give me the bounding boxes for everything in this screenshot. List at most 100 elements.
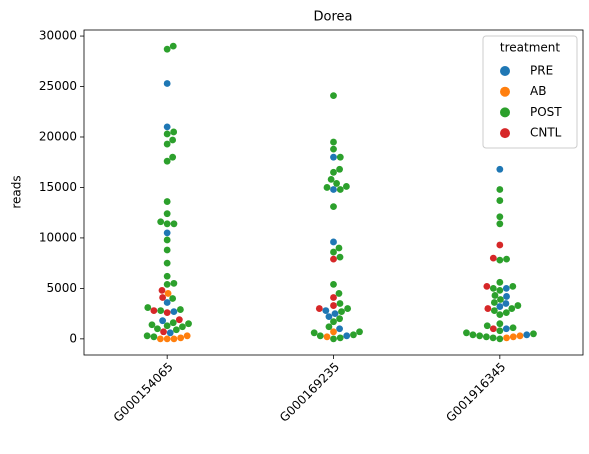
swarm-point	[163, 140, 171, 148]
swarm-point	[169, 136, 177, 144]
y-tick-label: 20000	[39, 129, 77, 143]
swarm-point	[169, 319, 177, 327]
legend-marker	[500, 128, 510, 139]
legend-label: AB	[530, 84, 546, 98]
swarm-point	[157, 218, 165, 226]
swarm-point	[330, 318, 337, 326]
swarm-point	[163, 229, 171, 237]
swarm-point	[496, 213, 504, 221]
swarm-point	[497, 296, 504, 303]
swarm-point	[163, 236, 171, 244]
swarm-point	[490, 299, 498, 306]
swarm-point	[343, 332, 351, 340]
swarm-point	[322, 307, 330, 314]
x-tick-label: G001916345	[443, 360, 508, 425]
swarm-point	[509, 282, 517, 290]
swarm-point	[489, 254, 497, 262]
swarm-point	[143, 332, 151, 340]
swarm-point	[496, 197, 504, 204]
swarm-point	[342, 183, 350, 190]
chart-title: Dorea	[314, 10, 353, 25]
swarm-point	[163, 157, 171, 165]
swarm-point	[336, 334, 344, 342]
swarm-point	[483, 282, 491, 290]
swarm-point	[163, 335, 171, 343]
swarm-point	[523, 331, 531, 339]
swarm-point	[476, 332, 484, 340]
swarm-point	[159, 294, 167, 301]
swarm-point	[163, 259, 171, 267]
swarm-point	[163, 80, 171, 87]
swarm-point	[496, 278, 504, 286]
swarm-point	[310, 329, 318, 337]
legend-label: PRE	[530, 64, 553, 78]
swarm-point	[503, 334, 510, 342]
swarm-point	[172, 326, 180, 334]
swarm-point	[503, 293, 510, 300]
swarm-point	[325, 323, 333, 331]
swarm-point	[350, 331, 357, 339]
swarm-point	[489, 284, 497, 292]
swarm-point	[335, 290, 343, 297]
swarm-point	[175, 316, 183, 324]
swarm-point	[530, 330, 537, 338]
y-tick-label: 5000	[46, 281, 77, 295]
swarm-point	[169, 153, 177, 161]
swarm-point	[183, 332, 191, 340]
swarm-point	[163, 309, 171, 317]
y-axis-label: reads	[10, 175, 24, 208]
swarm-point	[150, 333, 158, 341]
swarm-point	[469, 331, 477, 339]
swarm-point	[170, 335, 178, 343]
swarm-point	[330, 294, 337, 301]
swarm-point	[491, 292, 499, 299]
swarm-point	[483, 322, 491, 330]
x-tick-label: G000169235	[277, 360, 342, 425]
x-tick-label: G000154065	[111, 360, 176, 425]
swarm-point	[516, 332, 524, 340]
swarm-point	[164, 290, 172, 297]
swarm-point	[502, 325, 510, 333]
y-tick-label: 10000	[39, 230, 77, 244]
swarm-point	[330, 186, 337, 193]
swarm-point	[336, 165, 343, 173]
swarm-point	[163, 299, 171, 306]
swarm-point	[514, 302, 522, 309]
swarm-point	[330, 302, 337, 309]
swarm-point	[323, 184, 331, 191]
swarm-point	[156, 335, 164, 343]
swarm-point	[496, 327, 504, 335]
swarm-point	[163, 246, 171, 254]
swarm-point	[502, 309, 510, 317]
swarm-point	[463, 329, 470, 337]
y-tick-label: 25000	[39, 79, 77, 93]
swarm-point	[179, 323, 186, 331]
y-tick-label: 30000	[39, 29, 77, 43]
swarm-point	[158, 287, 166, 294]
swarm-point	[336, 153, 344, 161]
swarm-point	[503, 255, 510, 263]
swarm-point	[330, 138, 337, 146]
swarm-point	[482, 333, 490, 341]
swarm-point	[327, 175, 335, 183]
legend-marker	[500, 107, 510, 118]
swarm-point	[170, 279, 178, 287]
swarm-point	[163, 130, 171, 138]
legend-label: POST	[530, 105, 562, 119]
swarm-point	[330, 328, 337, 336]
swarm-point	[169, 295, 177, 302]
swarm-point	[163, 198, 171, 205]
swarm-point	[489, 334, 497, 342]
swarm-point	[148, 321, 156, 329]
swarm-point	[502, 300, 510, 307]
swarm-point	[333, 180, 340, 187]
swarm-point	[185, 320, 192, 328]
swarm-point	[356, 328, 363, 336]
swarm-point	[170, 308, 178, 315]
swarm-point	[163, 322, 171, 330]
swarm-point	[163, 45, 171, 53]
swarm-point	[154, 325, 161, 333]
swarm-point	[330, 335, 337, 343]
swarm-point	[170, 220, 178, 228]
swarm-point	[496, 303, 504, 310]
